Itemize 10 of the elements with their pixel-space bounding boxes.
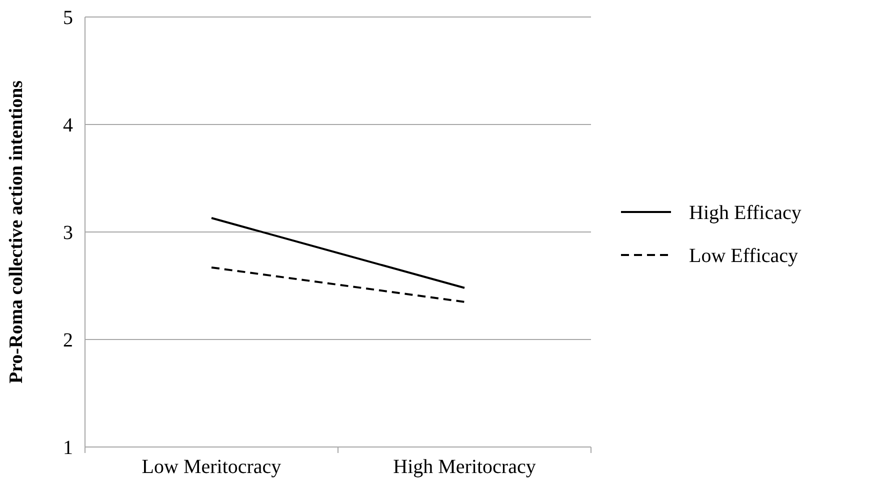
legend-label: High Efficacy [689,202,802,224]
x-tick-label: High Meritocracy [393,456,536,478]
y-tick-label: 1 [63,437,73,459]
x-tick-label: Low Meritocracy [142,456,282,478]
y-tick-label: 3 [63,222,73,244]
y-tick-label: 2 [63,330,73,352]
y-tick-label: 5 [63,7,73,29]
y-tick-label: 4 [63,114,73,136]
legend-label: Low Efficacy [689,245,798,267]
y-axis-title: Pro-Roma collective action intentions [6,80,27,384]
